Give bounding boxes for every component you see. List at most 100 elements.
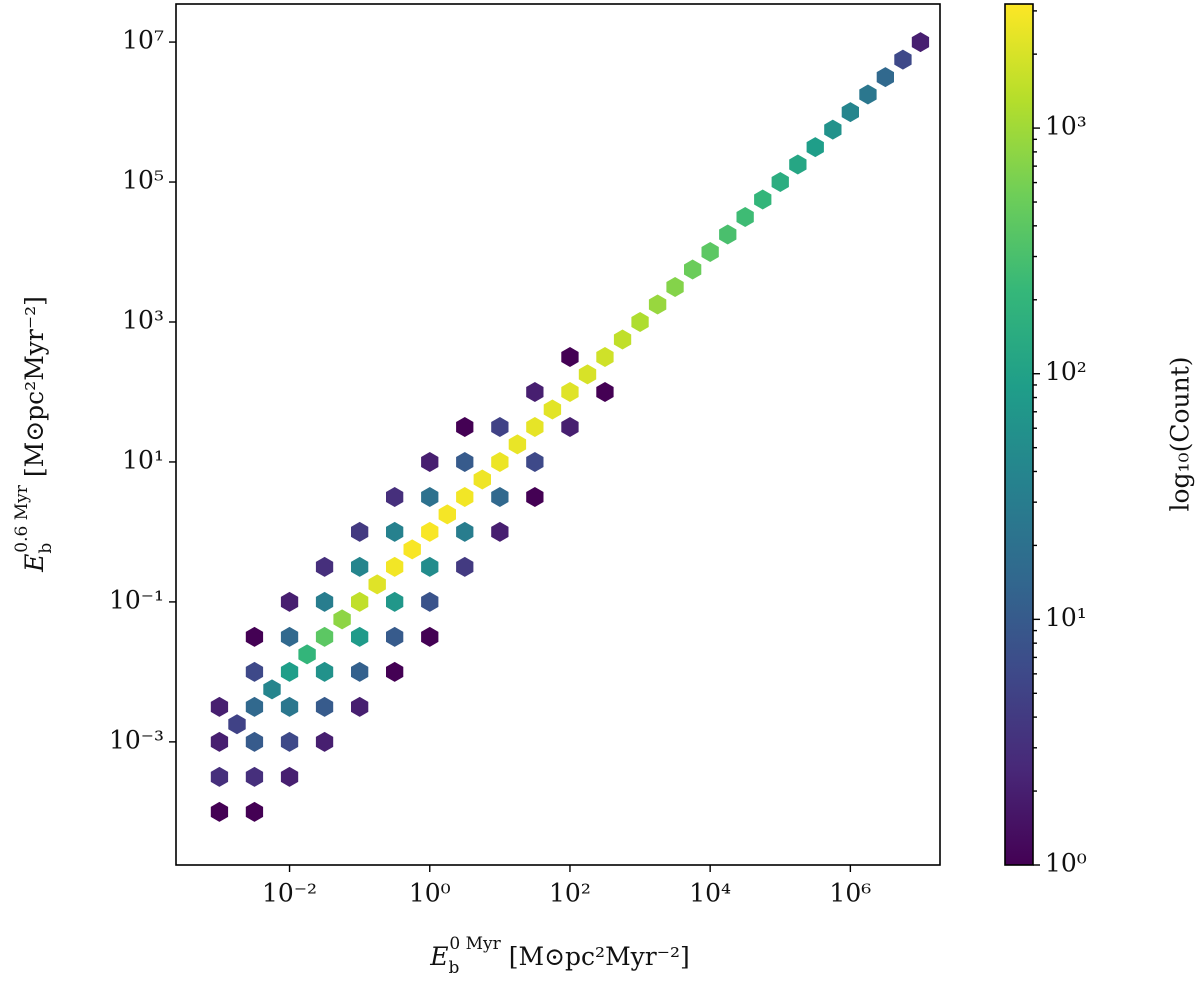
hex-bin	[596, 347, 614, 367]
hex-bin	[491, 452, 509, 472]
hex-bin	[386, 556, 404, 577]
y-label-sup: 0.6 Myr	[12, 484, 32, 552]
hex-bin	[263, 679, 281, 700]
hex-bin	[315, 626, 334, 647]
hex-bin	[351, 626, 369, 647]
hex-bin	[596, 382, 614, 402]
hex-bin	[280, 591, 299, 612]
colorbar-label: log₁₀(Count)	[1166, 356, 1195, 511]
hex-bin	[421, 626, 439, 647]
hex-bin	[245, 766, 264, 787]
hex-bin	[315, 591, 334, 612]
hex-bin	[508, 434, 527, 455]
hex-bin	[351, 661, 369, 682]
hex-bin	[526, 417, 544, 437]
hex-bin	[526, 487, 544, 507]
hex-bin	[210, 731, 229, 752]
hex-bin	[491, 521, 509, 542]
colorbar-frame	[1004, 3, 1034, 866]
hex-bin	[280, 731, 299, 752]
hex-bin	[386, 591, 404, 612]
hex-bin	[859, 84, 877, 105]
hex-bin	[543, 399, 562, 420]
hex-bin	[824, 119, 842, 140]
hex-bin	[280, 626, 299, 647]
x-tick-label: 10⁰	[409, 879, 451, 908]
hex-bin	[245, 626, 264, 647]
hex-bin	[280, 661, 299, 682]
plot-frame	[175, 3, 941, 866]
y-tick-label: 10⁻¹	[109, 585, 164, 614]
hex-bin	[561, 347, 579, 367]
hex-layer	[210, 32, 930, 822]
hex-bin	[245, 696, 264, 717]
x-label-unit: [M⊙pc²Myr⁻²]	[509, 942, 690, 971]
hex-bin	[841, 102, 859, 123]
hex-bin	[789, 154, 807, 175]
hex-bin	[894, 49, 912, 70]
y-label-unit: [M⊙pc²Myr⁻²]	[20, 296, 49, 477]
hex-bin	[333, 609, 351, 630]
hex-bin	[491, 487, 509, 507]
hex-bin	[719, 224, 737, 245]
hex-bin	[754, 189, 772, 210]
hex-bin	[351, 521, 369, 542]
y-axis-label: Eb 0.6 Myr [M⊙pc²Myr⁻²]	[12, 296, 56, 573]
x-label-sup: 0 Myr	[449, 934, 501, 954]
hex-bin	[491, 417, 509, 437]
hex-bin	[210, 766, 229, 787]
x-label-sub: b	[449, 958, 460, 978]
hex-bin	[456, 487, 474, 507]
hex-bin	[280, 766, 299, 787]
colorbar-tick-label: 10¹	[1045, 603, 1087, 632]
y-tick-label: 10³	[122, 305, 164, 334]
x-label-base: E	[429, 942, 448, 971]
hex-bin	[421, 487, 439, 507]
hex-bin	[315, 556, 334, 577]
hex-bin	[315, 731, 334, 752]
hex-bin	[210, 801, 229, 822]
hex-bin	[298, 644, 316, 665]
hex-bin	[386, 521, 404, 542]
hex-bin	[631, 312, 649, 332]
colorbar-tick-label: 10³	[1045, 112, 1087, 141]
hex-bin	[351, 556, 369, 577]
hex-bin	[456, 556, 474, 577]
hex-bin	[771, 172, 789, 192]
x-tick-label: 10²	[549, 879, 591, 908]
y-tick-label: 10⁻³	[109, 725, 164, 754]
hex-bin	[210, 696, 229, 717]
hex-bin	[526, 382, 544, 402]
hex-bin	[368, 574, 386, 595]
y-label-base: E	[20, 554, 49, 573]
hex-bin	[280, 696, 299, 717]
hex-bin	[421, 452, 439, 472]
x-axis-label: Eb 0 Myr [M⊙pc²Myr⁻²]	[429, 934, 689, 978]
hex-bin	[911, 32, 930, 53]
hex-bin	[473, 469, 491, 490]
x-tick-label: 10⁶	[829, 879, 871, 908]
hex-bin	[315, 661, 334, 682]
hex-bin	[666, 277, 684, 297]
hex-bin	[403, 539, 421, 560]
hex-bin	[386, 626, 404, 647]
colorbar	[1005, 4, 1033, 865]
colorbar-tick-label: 10²	[1045, 357, 1087, 386]
hex-bin	[438, 504, 456, 525]
hex-bin	[456, 521, 474, 542]
hex-bin	[561, 382, 579, 402]
hex-bin	[526, 452, 544, 472]
y-tick-label: 10¹	[122, 445, 164, 474]
hex-bin	[578, 364, 597, 385]
hex-bin	[351, 696, 369, 717]
hex-bin	[806, 137, 824, 158]
y-label-sub: b	[36, 543, 56, 554]
hex-bin	[245, 731, 264, 752]
hex-bin	[386, 487, 404, 507]
hex-bin	[456, 452, 474, 472]
hex-bin	[245, 661, 264, 682]
hex-bin	[421, 556, 439, 577]
hex-bin	[736, 207, 754, 227]
hex-bin	[245, 801, 264, 822]
